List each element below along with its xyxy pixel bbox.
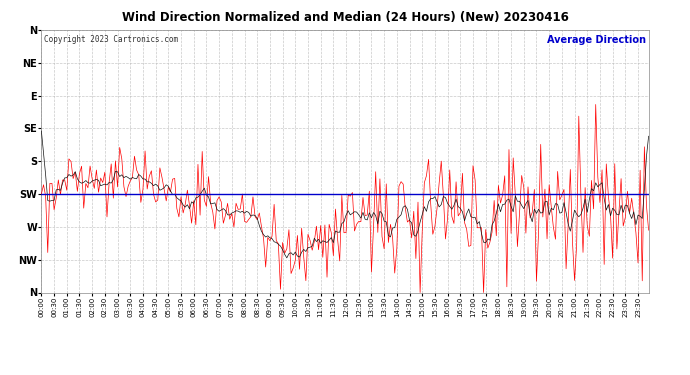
Text: Wind Direction Normalized and Median (24 Hours) (New) 20230416: Wind Direction Normalized and Median (24… [121,11,569,24]
Text: Copyright 2023 Cartronics.com: Copyright 2023 Cartronics.com [44,35,179,44]
Text: Average Direction: Average Direction [546,35,646,45]
